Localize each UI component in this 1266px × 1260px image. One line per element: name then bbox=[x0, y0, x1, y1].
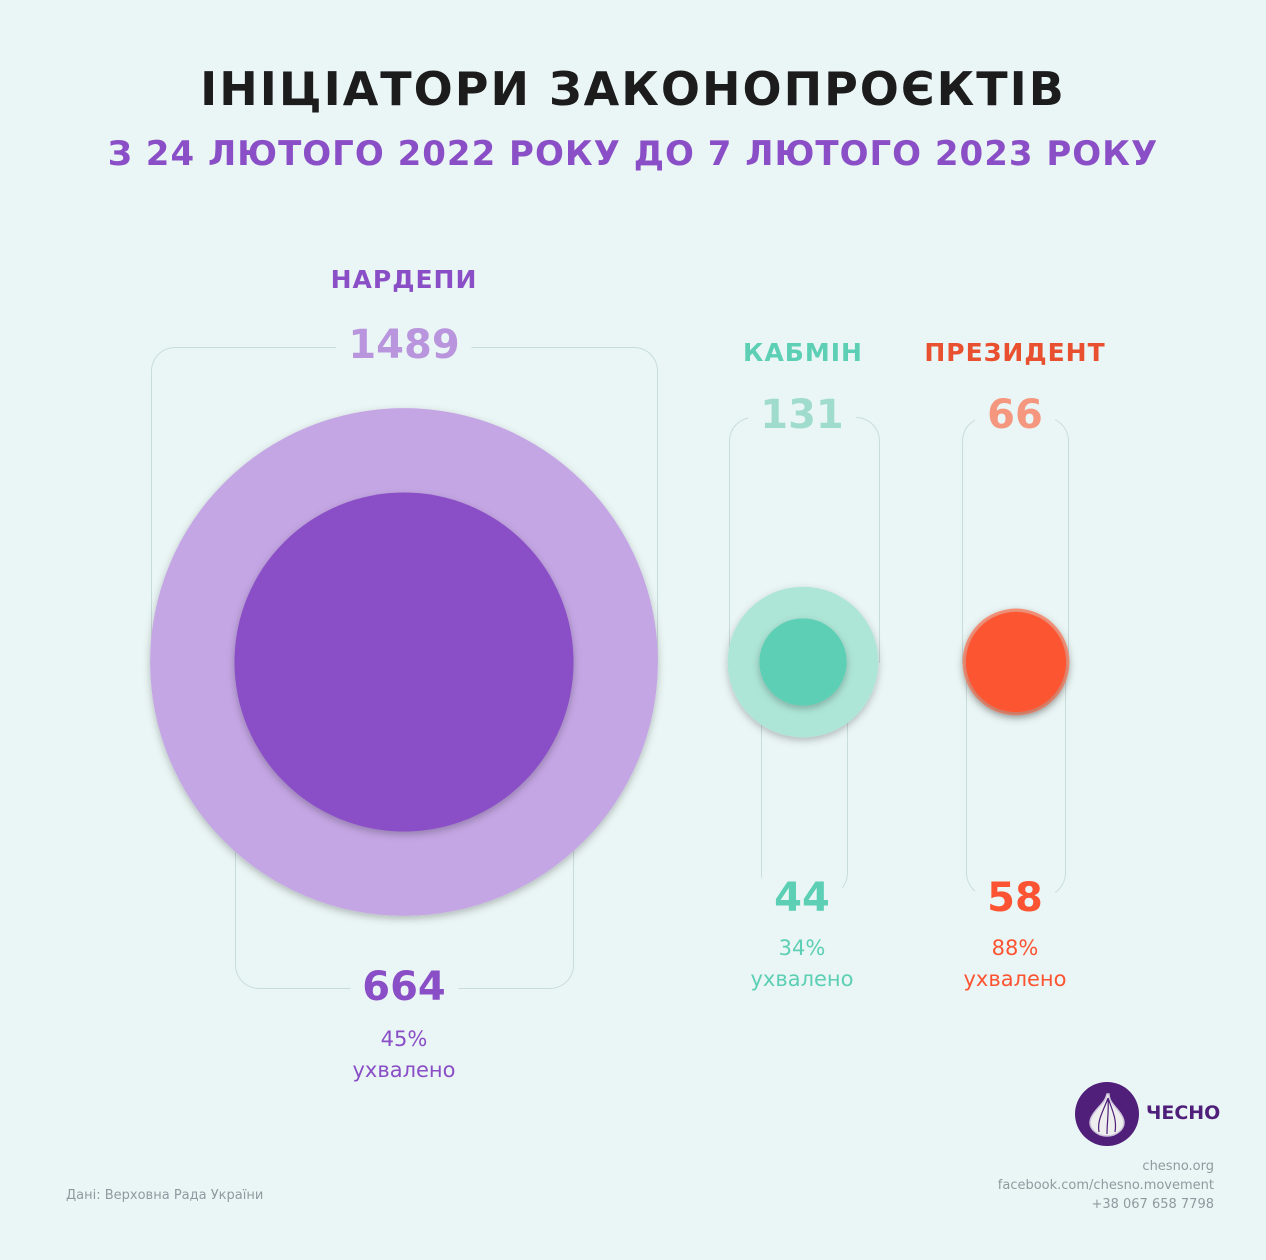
page-title: ІНІЦІАТОРИ ЗАКОНОПРОЄКТІВ bbox=[200, 62, 1066, 116]
total-value-nardepy: 1489 bbox=[336, 322, 472, 368]
category-label-president: ПРЕЗИДЕНТ bbox=[924, 338, 1106, 367]
facebook-link[interactable]: facebook.com/chesno.movement bbox=[997, 1178, 1214, 1193]
phone-number: +38 067 658 7798 bbox=[1091, 1197, 1214, 1212]
category-label-kabmin: КАБМІН bbox=[743, 338, 863, 367]
total-value-kabmin: 131 bbox=[748, 392, 856, 438]
percent: 88% bbox=[991, 936, 1039, 960]
category-label-nardepy: НАРДЕПИ bbox=[330, 265, 478, 294]
approved-bubble-nardepy bbox=[234, 492, 574, 832]
contacts: chesno.org facebook.com/chesno.movement … bbox=[998, 1157, 1214, 1214]
total-value-president: 66 bbox=[975, 392, 1055, 438]
approved-percent-nardepy: 45% ухвалено bbox=[352, 1024, 455, 1086]
percent: 45% bbox=[380, 1027, 428, 1051]
approved-bubble-kabmin bbox=[759, 618, 847, 706]
approved-percent-kabmin: 34% ухвалено bbox=[750, 933, 853, 995]
approved-bubble-president bbox=[965, 611, 1067, 713]
page-subtitle: З 24 ЛЮТОГО 2022 РОКУ ДО 7 ЛЮТОГО 2023 Р… bbox=[107, 134, 1159, 174]
approved-value-kabmin: 44 bbox=[762, 875, 842, 921]
approved-caption: ухвалено bbox=[750, 967, 854, 991]
chesno-logo-icon bbox=[1075, 1082, 1139, 1146]
percent: 34% bbox=[778, 936, 826, 960]
approved-caption: ухвалено bbox=[352, 1058, 456, 1082]
approved-value-nardepy: 664 bbox=[350, 964, 458, 1010]
approved-percent-president: 88% ухвалено bbox=[963, 933, 1066, 995]
data-source: Дані: Верховна Рада України bbox=[66, 1188, 264, 1203]
brand-name: ЧЕСНО bbox=[1146, 1102, 1221, 1124]
approved-value-president: 58 bbox=[975, 875, 1055, 921]
approved-caption: ухвалено bbox=[963, 967, 1067, 991]
website-link[interactable]: chesno.org bbox=[1142, 1159, 1214, 1174]
